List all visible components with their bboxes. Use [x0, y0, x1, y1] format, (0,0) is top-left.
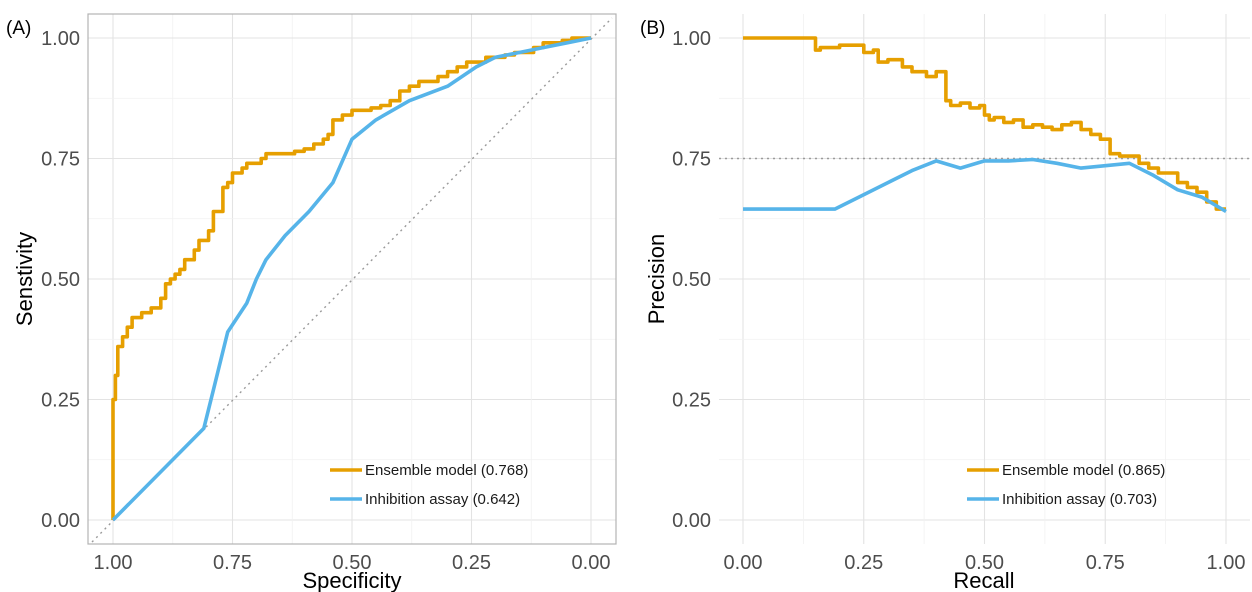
y-tick-label: 0.00: [41, 510, 80, 532]
inhibition-assay-line: [111, 36, 592, 522]
pr-panel: (B) 0.00 0.25 0.50 0.75 1.00 0.00 0.25 0.50 0.7…: [640, 14, 1250, 592]
roc-y-ticks: 0.00 0.25 0.50 0.75 1.00: [41, 28, 80, 532]
panel-label-b: (B): [640, 18, 665, 39]
pr-x-axis-title: Recall: [953, 568, 1014, 592]
x-tick-label: 0.75: [1086, 552, 1125, 574]
y-tick-label: 0.50: [41, 269, 80, 291]
legend-label-ensemble: Ensemble model (0.768): [365, 462, 528, 479]
x-tick-label: 0.25: [452, 552, 491, 574]
x-tick-label: 0.50: [965, 552, 1004, 574]
y-tick-label: 1.00: [41, 28, 80, 50]
pr-gridlines: [719, 14, 1250, 544]
roc-plot-frame: [87, 13, 617, 545]
x-tick-label: 1.00: [1207, 552, 1246, 574]
roc-panel: (A) 1.00 0.75 0.50 0.25 0.00 0.00 0.25 0.50 0.7…: [6, 13, 617, 592]
legend-label-ensemble: Ensemble model (0.865): [1002, 462, 1165, 479]
y-tick-label: 0.25: [41, 390, 80, 412]
x-tick-label: 0.00: [572, 552, 611, 574]
panel-label-a: (A): [6, 18, 31, 39]
roc-gridlines: [88, 14, 616, 544]
legend-label-inhibition: Inhibition assay (0.642): [365, 491, 520, 508]
pr-curves: [743, 36, 1227, 214]
ensemble-model-line: [743, 36, 1226, 211]
roc-x-axis-title: Specificity: [302, 568, 401, 592]
ensemble-model-line: [111, 36, 591, 520]
y-tick-label: 0.00: [672, 510, 711, 532]
x-tick-label: 0.00: [724, 552, 763, 574]
x-tick-label: 1.00: [94, 552, 133, 574]
y-tick-label: 0.50: [672, 269, 711, 291]
x-tick-label: 0.75: [213, 552, 252, 574]
y-tick-label: 0.25: [672, 390, 711, 412]
roc-x-ticks: 1.00 0.75 0.50 0.25 0.00: [94, 552, 611, 574]
pr-x-ticks: 0.00 0.25 0.50 0.75 1.00: [724, 552, 1246, 574]
pr-legend: Ensemble model (0.865) Inhibition assay (…: [967, 462, 1165, 508]
y-tick-label: 1.00: [672, 28, 711, 50]
x-tick-label: 0.50: [333, 552, 372, 574]
pr-y-axis-title: Precision: [644, 234, 669, 324]
y-tick-label: 0.75: [41, 149, 80, 171]
legend-label-inhibition: Inhibition assay (0.703): [1002, 491, 1157, 508]
roc-y-axis-title: Senstivity: [12, 232, 37, 326]
inhibition-assay-line: [743, 157, 1227, 214]
pr-y-ticks: 0.00 0.25 0.50 0.75 1.00: [672, 28, 711, 532]
y-tick-label: 0.75: [672, 149, 711, 171]
roc-legend: Ensemble model (0.768) Inhibition assay (…: [330, 462, 528, 508]
x-tick-label: 0.25: [844, 552, 883, 574]
roc-curves: [111, 36, 592, 522]
